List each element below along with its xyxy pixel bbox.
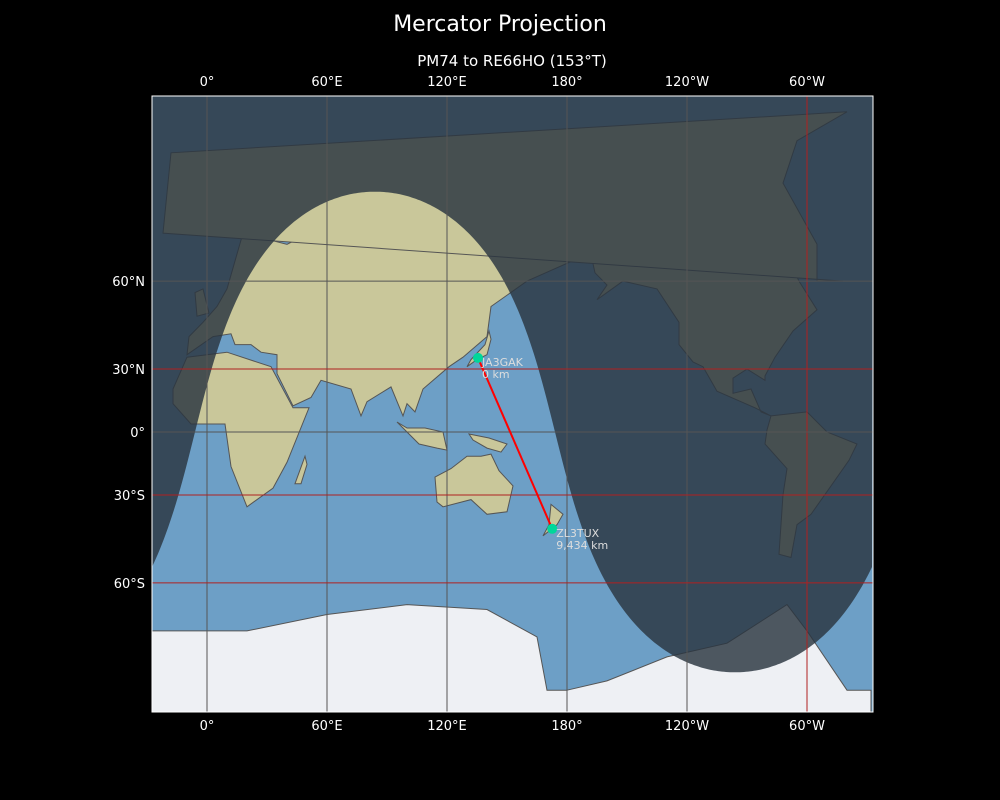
lon-tick-label-top: 60°W (789, 75, 825, 90)
lon-tick-label-top: 120°E (427, 75, 467, 90)
map-frame (151, 95, 874, 713)
lon-tick-label-bottom: 120°W (665, 719, 709, 734)
lon-tick-label-bottom: 180° (551, 719, 582, 734)
axis-ticks: 0° 0° 60°E 60°E 120°E 120°E 180° 180° 120°W 120°W… (112, 75, 825, 734)
station-call-from: JA3GAK (481, 356, 524, 369)
figure-title: Mercator Projection (393, 12, 607, 37)
lon-tick-label-top: 120°W (665, 75, 709, 90)
lon-tick-label-bottom: 120°E (427, 719, 467, 734)
lon-tick-label-top: 60°E (311, 75, 342, 90)
lat-tick-label: 60°N (112, 275, 145, 290)
night-shadow (152, 96, 873, 673)
lat-tick-label: 30°S (114, 489, 145, 504)
station-distance-from: 0 km (482, 368, 510, 381)
map-subtitle: PM74 to RE66HO (153°T) (417, 52, 607, 70)
lon-tick-label-bottom: 60°W (789, 719, 825, 734)
landmass-png (467, 433, 508, 453)
station-marker-to[interactable] (547, 523, 558, 534)
lat-tick-label: 60°S (114, 577, 145, 592)
station-call-to: ZL3TUX (556, 527, 599, 540)
graticule (152, 96, 873, 712)
lon-tick-label-bottom: 0° (200, 719, 215, 734)
lat-tick-label: 0° (130, 426, 145, 441)
lon-tick-label-top: 0° (200, 75, 215, 90)
landmass-australia (434, 453, 514, 515)
lat-tick-label: 30°N (112, 363, 145, 378)
landmass-madagascar (294, 454, 308, 485)
landmass-antarctica_a (152, 604, 568, 712)
lon-tick-label-bottom: 60°E (311, 719, 342, 734)
station-distance-to: 9,434 km (556, 539, 608, 552)
lon-tick-label-top: 180° (551, 75, 582, 90)
great-circle-path (477, 357, 554, 530)
station-marker-from[interactable] (473, 352, 483, 363)
landmass-indonesia (396, 421, 448, 451)
